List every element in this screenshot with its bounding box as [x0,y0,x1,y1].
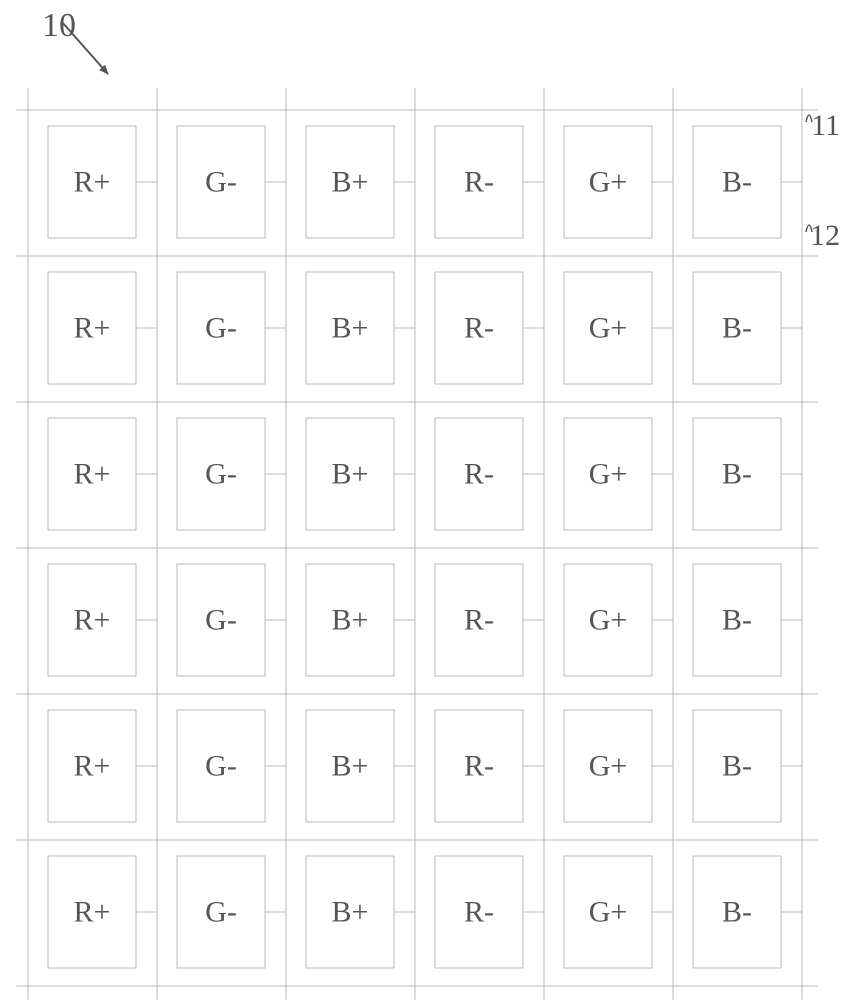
pixel-label: B+ [332,896,369,929]
pixel-label: R+ [74,312,111,345]
ref-number: 10 [42,7,76,44]
pixel-label: B- [722,312,752,345]
pixel-label: G- [205,166,237,199]
pixel-label: R- [464,458,494,491]
pixel-label: B- [722,458,752,491]
pixel-label: B+ [332,312,369,345]
pixel-label: B+ [332,166,369,199]
pixel-label: G- [205,604,237,637]
pixel-label: G+ [589,312,628,345]
figure-container: R+ G- B+ R- G+ B- R+ G- B+ R- G+ B- R+ G- B+ R- G+ B- R+ G-… [0,0,864,1000]
pixel-label: G- [205,458,237,491]
reference-label: 10 [42,7,108,74]
pixel-label: G- [205,896,237,929]
callout-labels: 11 12 [806,109,840,252]
pixel-label: G+ [589,750,628,783]
pixel-label: R+ [74,896,111,929]
pixel-label: R- [464,750,494,783]
pixel-label: R+ [74,166,111,199]
pixel-label: R- [464,166,494,199]
pixel-label: G+ [589,458,628,491]
ref-arrow [62,22,108,74]
pixel-label: R+ [74,750,111,783]
pixel-label: G+ [589,604,628,637]
callout-text: 11 [811,109,840,142]
pixel-label: R+ [74,604,111,637]
pixel-label: R- [464,312,494,345]
pixel-label: B- [722,750,752,783]
pixel-label: G+ [589,896,628,929]
pixel-label: G- [205,750,237,783]
pixel-boxes: R+ G- B+ R- G+ B- R+ G- B+ R- G+ B- R+ G- B+ R- G+ B- R+ G-… [48,126,802,968]
pixel-label: B+ [332,458,369,491]
pixel-label: B- [722,604,752,637]
pixel-label: G+ [589,166,628,199]
pixel-label: R- [464,604,494,637]
pixel-label: B+ [332,604,369,637]
pixel-label: B- [722,896,752,929]
pixel-label: B- [722,166,752,199]
pixel-label: B+ [332,750,369,783]
pixel-label: R- [464,896,494,929]
pixel-label: G- [205,312,237,345]
schematic-svg: R+ G- B+ R- G+ B- R+ G- B+ R- G+ B- R+ G- B+ R- G+ B- R+ G-… [0,0,864,1000]
pixel-label: R+ [74,458,111,491]
callout-text: 12 [810,219,840,252]
